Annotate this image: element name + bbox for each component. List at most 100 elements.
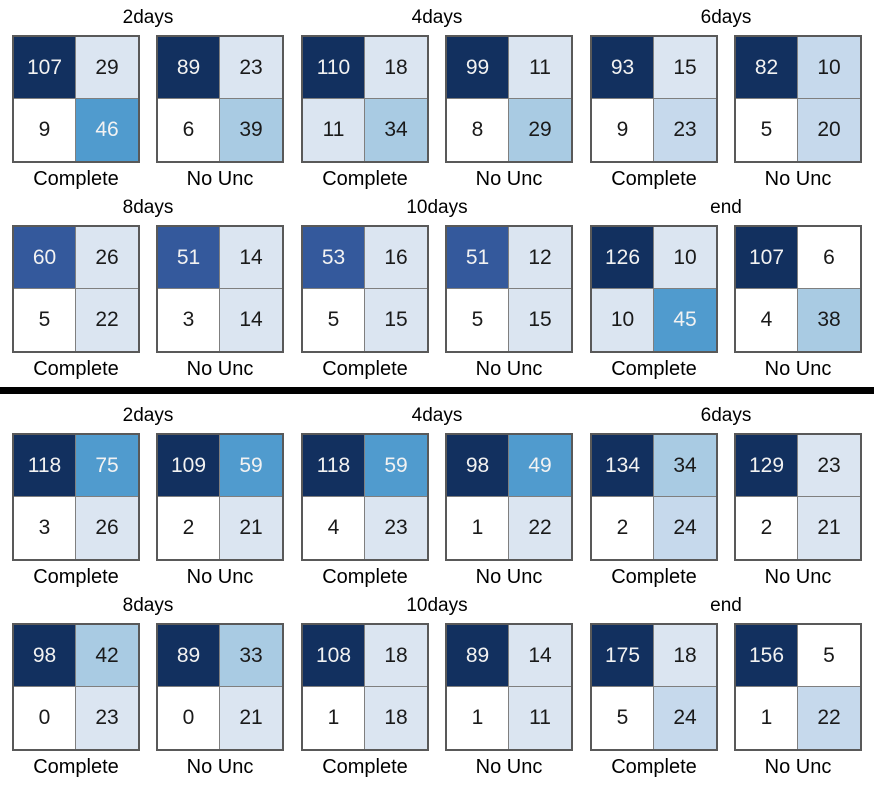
confusion-matrix-block: 110 18 11 34 Complete (301, 35, 429, 191)
matrix-cell: 1 (736, 687, 798, 749)
matrix-cell: 89 (447, 625, 509, 687)
timepoint-group-10days: 10days 53 16 5 15 Complete 51 12 5 15 No Unc (298, 196, 576, 381)
matrix-cell: 118 (14, 435, 76, 497)
matrix-label: No Unc (764, 756, 832, 778)
matrix-label: Complete (611, 756, 697, 778)
matrix-cell: 109 (158, 435, 220, 497)
confusion-matrix-block: 129 23 2 21 No Unc (734, 433, 862, 589)
timepoint-group-4days: 4days 118 59 4 23 Complete 98 49 1 22 No Unc (298, 404, 576, 589)
timepoint-title: 2days (122, 7, 174, 28)
matrix-cell: 3 (158, 289, 220, 351)
matrix-cell: 14 (220, 227, 282, 289)
matrix-pair: 93 15 9 23 Complete 82 10 5 20 No Unc (590, 35, 862, 191)
matrix-pair: 126 10 10 45 Complete 107 6 4 38 No Unc (590, 225, 862, 381)
confusion-matrix: 118 75 3 26 (12, 433, 140, 561)
matrix-pair: 98 42 0 23 Complete 89 33 0 21 No Unc (12, 623, 284, 779)
matrix-cell: 126 (592, 227, 654, 289)
matrix-cell: 20 (798, 99, 860, 161)
confusion-matrix-block: 60 26 5 22 Complete (12, 225, 140, 381)
confusion-matrix: 98 49 1 22 (445, 433, 573, 561)
confusion-matrix: 53 16 5 15 (301, 225, 429, 353)
matrix-label: Complete (611, 168, 697, 190)
confusion-matrix: 82 10 5 20 (734, 35, 862, 163)
timepoint-group-6days: 6days 93 15 9 23 Complete 82 10 5 20 No Unc (587, 6, 865, 191)
matrix-cell: 29 (76, 37, 138, 99)
confusion-matrix-block: 51 14 3 14 No Unc (156, 225, 284, 381)
confusion-matrix-block: 89 33 0 21 No Unc (156, 623, 284, 779)
matrix-row: 2days 107 29 9 46 Complete 89 23 6 39 No Unc 4days 1… (0, 6, 874, 191)
timepoint-title: 2days (122, 405, 174, 426)
timepoint-title: end (710, 595, 742, 616)
matrix-cell: 175 (592, 625, 654, 687)
timepoint-group-2days: 2days 107 29 9 46 Complete 89 23 6 39 No Unc (9, 6, 287, 191)
matrix-label: Complete (33, 566, 119, 588)
matrix-cell: 107 (736, 227, 798, 289)
matrix-cell: 89 (158, 625, 220, 687)
matrix-cell: 53 (303, 227, 365, 289)
confusion-matrix-block: 98 42 0 23 Complete (12, 623, 140, 779)
confusion-matrix-block: 99 11 8 29 No Unc (445, 35, 573, 191)
matrix-label: No Unc (475, 566, 543, 588)
timepoint-group-8days: 8days 98 42 0 23 Complete 89 33 0 21 No Unc (9, 594, 287, 779)
matrix-pair: 110 18 11 34 Complete 99 11 8 29 No Unc (301, 35, 573, 191)
matrix-cell: 29 (509, 99, 571, 161)
matrix-pair: 118 59 4 23 Complete 98 49 1 22 No Unc (301, 433, 573, 589)
matrix-cell: 11 (303, 99, 365, 161)
matrix-cell: 0 (158, 687, 220, 749)
matrix-cell: 18 (365, 37, 427, 99)
matrix-cell: 22 (798, 687, 860, 749)
matrix-cell: 110 (303, 37, 365, 99)
confusion-matrix: 89 33 0 21 (156, 623, 284, 751)
matrix-cell: 22 (76, 289, 138, 351)
confusion-matrix: 129 23 2 21 (734, 433, 862, 561)
timepoint-title: 8days (122, 595, 174, 616)
matrix-label: No Unc (186, 566, 254, 588)
matrix-cell: 1 (447, 687, 509, 749)
matrix-cell: 39 (220, 99, 282, 161)
matrix-row: 8days 60 26 5 22 Complete 51 14 3 14 No Unc 10days 5… (0, 196, 874, 381)
matrix-cell: 93 (592, 37, 654, 99)
matrix-cell: 23 (365, 497, 427, 559)
matrix-label: No Unc (186, 168, 254, 190)
matrix-label: Complete (33, 168, 119, 190)
matrix-pair: 107 29 9 46 Complete 89 23 6 39 No Unc (12, 35, 284, 191)
matrix-cell: 15 (509, 289, 571, 351)
matrix-cell: 23 (76, 687, 138, 749)
matrix-cell: 24 (654, 497, 716, 559)
matrix-cell: 33 (220, 625, 282, 687)
confusion-matrix: 99 11 8 29 (445, 35, 573, 163)
matrix-cell: 2 (158, 497, 220, 559)
matrix-cell: 108 (303, 625, 365, 687)
matrix-label: No Unc (764, 358, 832, 380)
matrix-cell: 4 (303, 497, 365, 559)
matrix-label: Complete (322, 756, 408, 778)
section-top: 2days 107 29 9 46 Complete 89 23 6 39 No Unc 4days 1… (0, 6, 874, 381)
confusion-matrix-block: 93 15 9 23 Complete (590, 35, 718, 191)
confusion-matrix: 98 42 0 23 (12, 623, 140, 751)
matrix-cell: 12 (509, 227, 571, 289)
matrix-cell: 1 (303, 687, 365, 749)
confusion-matrix-block: 156 5 1 22 No Unc (734, 623, 862, 779)
matrix-cell: 6 (158, 99, 220, 161)
timepoint-title: 8days (122, 197, 174, 218)
confusion-matrix-block: 175 18 5 24 Complete (590, 623, 718, 779)
matrix-cell: 118 (303, 435, 365, 497)
timepoint-group-10days: 10days 108 18 1 18 Complete 89 14 1 11 No Unc (298, 594, 576, 779)
matrix-cell: 49 (509, 435, 571, 497)
matrix-cell: 0 (14, 687, 76, 749)
matrix-cell: 2 (592, 497, 654, 559)
confusion-matrix: 126 10 10 45 (590, 225, 718, 353)
matrix-cell: 89 (158, 37, 220, 99)
matrix-pair: 118 75 3 26 Complete 109 59 2 21 No Unc (12, 433, 284, 589)
matrix-cell: 21 (798, 497, 860, 559)
matrix-label: No Unc (186, 756, 254, 778)
confusion-matrix: 118 59 4 23 (301, 433, 429, 561)
matrix-cell: 59 (220, 435, 282, 497)
confusion-matrix: 60 26 5 22 (12, 225, 140, 353)
matrix-cell: 134 (592, 435, 654, 497)
matrix-pair: 60 26 5 22 Complete 51 14 3 14 No Unc (12, 225, 284, 381)
confusion-matrix: 108 18 1 18 (301, 623, 429, 751)
confusion-matrix: 89 14 1 11 (445, 623, 573, 751)
matrix-cell: 51 (447, 227, 509, 289)
matrix-cell: 23 (654, 99, 716, 161)
